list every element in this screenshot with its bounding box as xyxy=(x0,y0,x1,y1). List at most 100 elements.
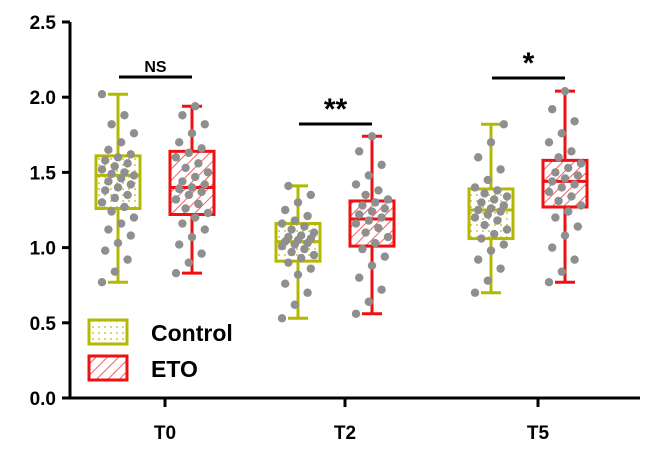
data-point xyxy=(110,162,120,171)
data-point xyxy=(499,201,508,210)
legend: Control ETO xyxy=(87,318,233,382)
significance-label: ** xyxy=(324,93,348,126)
data-point xyxy=(564,163,573,173)
data-point xyxy=(126,150,135,159)
data-point xyxy=(371,198,380,207)
data-point xyxy=(293,270,303,279)
data-point xyxy=(129,171,139,180)
data-point xyxy=(486,204,496,213)
legend-swatch-control xyxy=(87,318,129,346)
y-axis: 0.0 0.5 1.0 1.5 2.0 2.5 xyxy=(30,13,72,410)
data-point xyxy=(101,246,110,255)
data-point xyxy=(113,183,123,192)
data-point xyxy=(306,264,315,273)
data-point xyxy=(110,267,120,276)
data-point xyxy=(548,243,557,252)
data-point xyxy=(374,186,383,195)
data-point xyxy=(120,168,129,177)
data-point xyxy=(191,213,200,222)
data-point xyxy=(477,234,486,243)
data-point xyxy=(355,147,364,156)
data-point xyxy=(544,277,554,287)
data-point xyxy=(187,129,197,138)
data-point xyxy=(374,223,383,233)
data-point xyxy=(309,228,319,237)
data-point xyxy=(197,249,206,258)
data-point xyxy=(104,177,113,186)
data-point xyxy=(367,132,377,141)
data-point xyxy=(557,267,566,276)
data-point xyxy=(284,181,293,191)
data-point xyxy=(110,193,120,203)
data-point xyxy=(120,111,129,120)
data-point xyxy=(544,138,554,147)
y-tick-label: 0.0 xyxy=(30,389,56,410)
data-point xyxy=(181,204,190,213)
data-point xyxy=(126,231,135,240)
data-point xyxy=(101,156,110,165)
data-point xyxy=(496,264,505,273)
data-point xyxy=(570,180,579,189)
x-tick-label: T5 xyxy=(527,423,550,444)
data-point xyxy=(560,174,570,183)
data-point xyxy=(367,207,377,216)
data-point xyxy=(175,138,184,147)
data-point xyxy=(367,261,377,270)
data-point xyxy=(191,172,200,182)
data-point xyxy=(290,216,299,225)
data-point xyxy=(309,250,319,260)
data-point xyxy=(358,201,367,210)
data-point xyxy=(502,192,512,201)
data-point xyxy=(499,240,508,249)
data-point xyxy=(171,195,181,204)
data-point xyxy=(200,225,209,234)
data-point xyxy=(175,184,184,194)
data-point xyxy=(383,195,393,204)
data-point xyxy=(277,314,287,323)
data-point xyxy=(178,111,187,120)
x-ticks: T0 T2 T5 xyxy=(154,398,550,444)
data-point xyxy=(380,252,389,261)
data-point xyxy=(117,219,126,228)
data-point xyxy=(380,204,389,213)
data-point xyxy=(570,117,579,126)
data-point xyxy=(351,219,361,228)
data-point xyxy=(97,89,107,99)
data-point xyxy=(203,168,213,177)
data-point xyxy=(364,216,373,225)
data-point xyxy=(117,138,126,147)
data-point xyxy=(560,86,570,96)
data-point xyxy=(377,213,386,222)
data-point xyxy=(200,180,209,189)
plot-area xyxy=(94,86,589,323)
data-point xyxy=(194,159,203,168)
data-point xyxy=(490,229,499,239)
data-point xyxy=(287,247,296,257)
data-point xyxy=(181,163,190,173)
significance-label: * xyxy=(523,47,535,80)
data-point xyxy=(171,153,181,162)
y-ticks: 0.0 0.5 1.0 1.5 2.0 2.5 xyxy=(30,13,70,410)
data-point xyxy=(490,195,499,204)
data-point xyxy=(480,220,489,230)
data-point xyxy=(175,240,184,249)
data-point xyxy=(303,211,312,221)
data-point xyxy=(300,222,309,231)
data-point xyxy=(557,183,566,192)
data-point xyxy=(496,165,505,174)
data-point xyxy=(203,208,213,218)
data-point xyxy=(184,258,193,267)
data-point xyxy=(470,183,480,192)
data-point xyxy=(123,159,132,168)
data-point xyxy=(281,205,290,215)
data-point xyxy=(107,169,116,179)
data-point xyxy=(123,190,132,200)
data-point xyxy=(486,138,496,147)
data-point xyxy=(493,186,502,195)
data-point xyxy=(97,198,107,207)
data-point xyxy=(551,213,560,222)
data-point xyxy=(104,225,113,234)
data-point xyxy=(284,258,293,267)
data-point xyxy=(187,183,197,192)
legend-label-control: Control xyxy=(151,320,233,346)
